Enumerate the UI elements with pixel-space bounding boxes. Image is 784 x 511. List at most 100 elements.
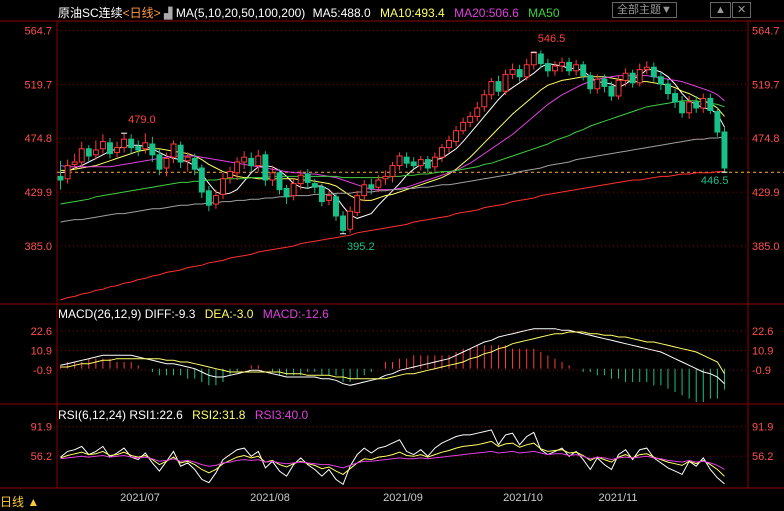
- candle-body: [580, 64, 587, 77]
- macd-y-tick-right: 22.6: [752, 326, 773, 338]
- candle-body: [650, 66, 657, 78]
- candle-body: [311, 183, 318, 188]
- y-tick-left: 385.0: [24, 241, 52, 253]
- rsi-header: RSI(6,12,24) RSI1:22.6 RSI2:31.8 RSI3:40…: [58, 408, 308, 422]
- rsi2-value: RSI2:31.8: [192, 408, 246, 422]
- instrument-name: 原油SC连续: [58, 6, 123, 20]
- period-label[interactable]: <日线>: [122, 6, 161, 20]
- candle-body: [234, 161, 241, 174]
- rsi-y-tick-left: 56.2: [31, 451, 52, 463]
- ma-line-ma200: [60, 171, 725, 301]
- candle-body: [361, 184, 368, 197]
- candle-body: [544, 63, 551, 72]
- period-selector[interactable]: 日线 ▲: [0, 495, 40, 509]
- candle-body: [530, 52, 537, 66]
- macd-y-tick-right: 10.9: [752, 346, 773, 358]
- macd-dea: DEA:-3.0: [204, 307, 254, 321]
- candle-body: [375, 179, 382, 188]
- y-tick-left: 564.7: [24, 25, 52, 37]
- ma-line-ma5: [60, 63, 725, 219]
- y-tick-right: 429.9: [752, 187, 780, 199]
- macd-y-tick-left: -0.9: [33, 365, 52, 377]
- x-tick: 2021/11: [599, 492, 638, 504]
- macd-y-tick-left: 10.9: [31, 346, 52, 358]
- candle-body: [135, 145, 142, 151]
- candle-body: [121, 138, 128, 149]
- candle-body: [453, 130, 460, 143]
- candle-body: [191, 157, 198, 170]
- candle-body: [636, 69, 643, 84]
- rsi-line-rsi1: [60, 429, 725, 486]
- candle-body: [78, 148, 85, 163]
- candle-body: [248, 157, 255, 167]
- candle-body: [559, 61, 565, 67]
- candle-body: [587, 75, 594, 90]
- close-icon[interactable]: ✕: [732, 2, 752, 18]
- candle-body: [566, 61, 573, 72]
- price-annotation: 395.2: [347, 241, 375, 253]
- candle-body: [693, 101, 700, 109]
- candle-body: [467, 115, 474, 123]
- theme-dropdown-button[interactable]: 全部主题▼: [612, 2, 677, 18]
- candle-body: [227, 171, 234, 179]
- candle-body: [608, 85, 615, 97]
- candle-body: [431, 156, 438, 168]
- candle-body: [657, 76, 664, 85]
- x-tick: 2021/09: [383, 492, 423, 504]
- candle-body: [488, 81, 495, 96]
- x-tick: 2021/07: [120, 492, 160, 504]
- candle-body: [382, 175, 389, 180]
- rsi3-value: RSI3:40.0: [254, 408, 309, 422]
- candle-body: [474, 107, 481, 117]
- up-arrow-icon[interactable]: ▲: [710, 2, 731, 18]
- ma20-value: MA20:506.6: [454, 6, 519, 20]
- ma5-value: MA5:488.0: [312, 6, 371, 20]
- candle-body: [714, 111, 721, 133]
- candle-body: [290, 183, 297, 197]
- rsi-line-rsi2: [60, 440, 725, 477]
- candle-body: [149, 143, 156, 156]
- candle-body: [707, 97, 714, 111]
- macd-value: MACD:-12.6: [262, 307, 329, 321]
- candle-body: [686, 101, 693, 114]
- candle-body: [64, 165, 71, 180]
- candle-body: [142, 142, 149, 150]
- y-tick-left: 429.9: [24, 187, 52, 199]
- candle-body: [85, 148, 92, 157]
- candle-body: [417, 159, 424, 167]
- candle-body: [622, 72, 629, 81]
- candle-body: [220, 178, 226, 195]
- candle-body: [107, 142, 113, 155]
- candle-body: [389, 165, 396, 177]
- candle-body: [721, 131, 728, 169]
- rsi-line-rsi3: [60, 450, 725, 470]
- candle-body: [403, 156, 410, 164]
- candle-body: [629, 72, 636, 84]
- candle-body: [509, 69, 516, 75]
- candle-body: [664, 83, 671, 95]
- candle-body: [340, 215, 347, 231]
- candle-body: [156, 154, 163, 170]
- candle-body: [495, 81, 502, 92]
- y-tick-right: 385.0: [752, 241, 780, 253]
- candle-body: [643, 66, 650, 71]
- y-tick-left: 474.8: [24, 133, 52, 145]
- y-tick-right: 519.7: [752, 79, 780, 91]
- price-annotation: 546.5: [538, 33, 566, 45]
- candle-body: [537, 53, 544, 65]
- macd-line-dea: [60, 331, 725, 380]
- candle-body: [573, 64, 580, 72]
- candle-body: [424, 159, 431, 169]
- rsi-y-tick-left: 91.9: [31, 422, 52, 434]
- rsi-y-tick-right: 56.2: [752, 451, 773, 463]
- candle-body: [198, 167, 205, 193]
- candle-body: [368, 184, 375, 189]
- ma-line-ma100: [60, 136, 725, 223]
- candle-body: [396, 155, 403, 167]
- candle-body: [212, 195, 219, 205]
- candle-body: [551, 65, 558, 72]
- rsi1-value: RSI1:22.6: [129, 408, 183, 422]
- ma10-value: MA10:493.4: [380, 6, 445, 20]
- macd-y-tick-left: 22.6: [31, 326, 52, 338]
